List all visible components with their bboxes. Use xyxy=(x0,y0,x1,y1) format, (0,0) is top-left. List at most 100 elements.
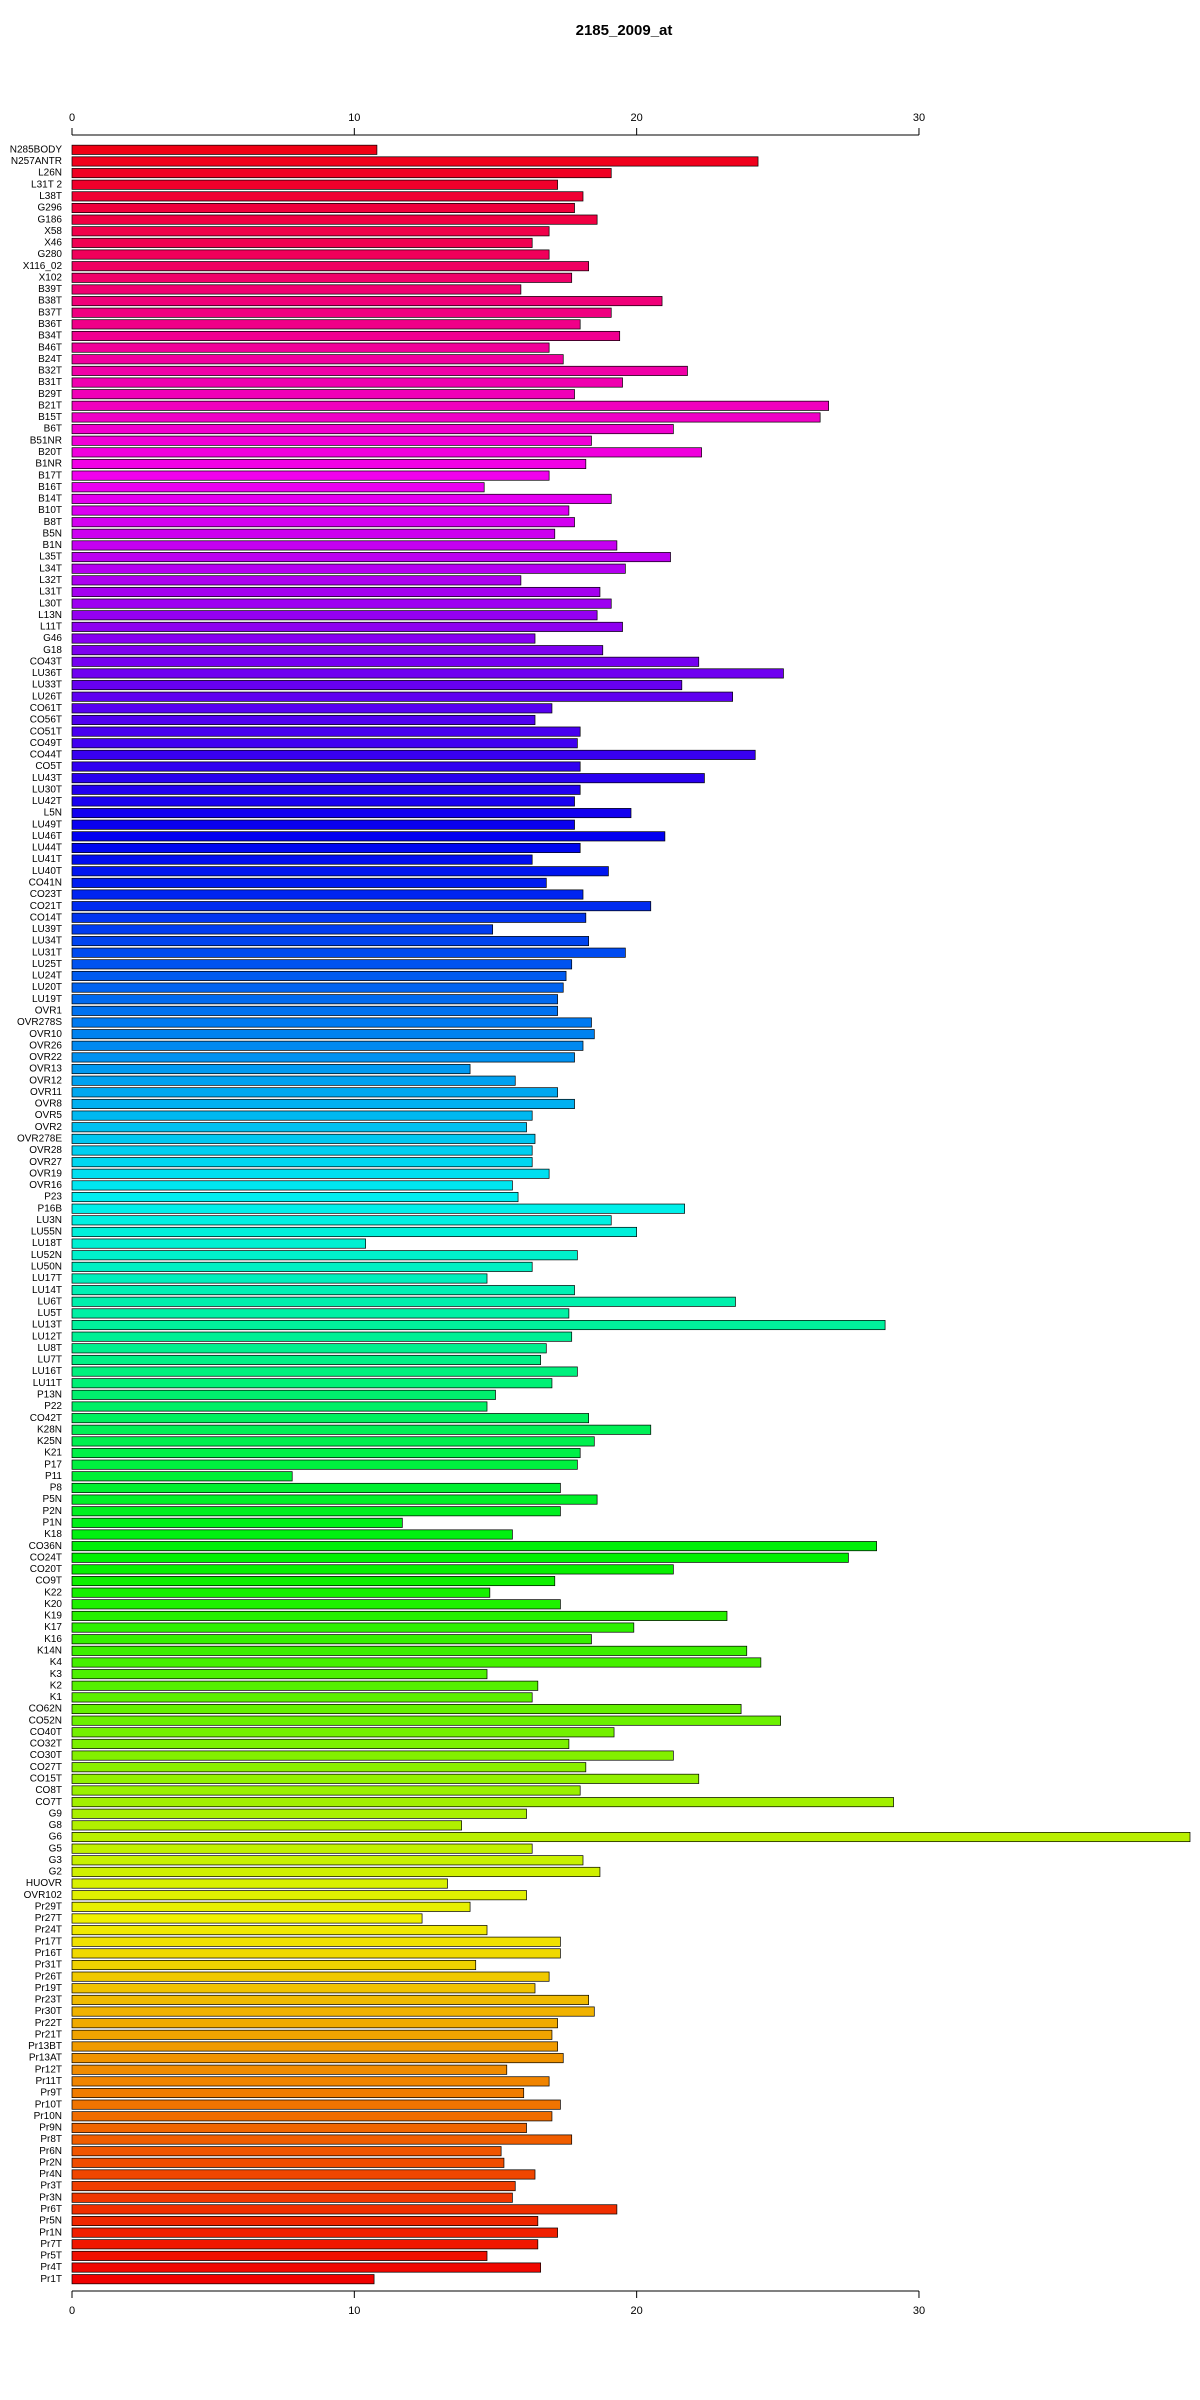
bar xyxy=(71,1936,561,1947)
bar xyxy=(71,1424,652,1435)
bar xyxy=(71,994,558,1005)
y-tick-label: L38T xyxy=(39,191,62,202)
y-tick-label: OVR5 xyxy=(35,1110,63,1121)
x-tick-label: 20 xyxy=(631,112,643,124)
y-tick-label: Pr12T xyxy=(35,2064,62,2075)
bar xyxy=(71,1645,748,1656)
bar xyxy=(71,714,536,725)
y-tick-label: LU16T xyxy=(32,1366,62,1377)
y-tick-label: K18 xyxy=(44,1529,62,1540)
bar xyxy=(71,354,564,365)
y-tick-label: LU49T xyxy=(32,819,62,830)
bar xyxy=(71,1145,533,1156)
bar xyxy=(71,2134,573,2145)
y-tick-label: CO20T xyxy=(30,1564,62,1575)
y-tick-label: OVR10 xyxy=(29,1029,62,1040)
y-tick-label: L31T xyxy=(39,587,62,598)
y-tick-label: Pr10N xyxy=(34,2111,62,2122)
bar xyxy=(71,1948,561,1959)
y-tick-label: K1 xyxy=(50,1692,63,1703)
bar xyxy=(71,1261,533,1272)
y-tick-label: B38T xyxy=(38,296,62,307)
bar xyxy=(71,412,821,423)
bar xyxy=(71,272,573,283)
y-tick-label: LU33T xyxy=(32,680,62,691)
bar xyxy=(71,738,578,749)
bar xyxy=(71,1727,615,1738)
bar xyxy=(71,1122,527,1133)
bar xyxy=(71,1890,527,1901)
bar xyxy=(71,982,564,993)
y-tick-label: K25N xyxy=(37,1436,62,1447)
y-tick-label: G280 xyxy=(38,249,63,260)
y-tick-label: LU11T xyxy=(33,1378,62,1389)
y-tick-label: K28N xyxy=(37,1424,62,1435)
y-tick-label: B6T xyxy=(44,424,62,435)
bar xyxy=(71,1296,736,1307)
y-tick-label: Pr3T xyxy=(40,2181,62,2192)
y-tick-label: CO44T xyxy=(30,750,62,761)
y-tick-label: OVR27 xyxy=(29,1157,62,1168)
bar xyxy=(71,2006,595,2017)
y-tick-label: Pr2N xyxy=(39,2157,62,2168)
bar xyxy=(71,947,626,958)
bar xyxy=(71,1855,584,1866)
y-tick-label: B51NR xyxy=(30,435,62,446)
y-tick-label: CO51T xyxy=(30,726,62,737)
y-tick-label: B14T xyxy=(38,494,62,505)
bar xyxy=(71,2169,536,2180)
bar xyxy=(71,1005,558,1016)
bar xyxy=(71,645,604,656)
bar xyxy=(71,1098,575,1109)
bar xyxy=(71,1168,550,1179)
bar xyxy=(71,1971,550,1982)
y-tick-label: Pr1N xyxy=(39,2227,62,2238)
bar xyxy=(71,1878,448,1889)
bar xyxy=(71,400,829,411)
bar xyxy=(71,1610,728,1621)
bar xyxy=(71,656,700,667)
y-tick-label: LU25T xyxy=(32,959,62,970)
bar xyxy=(71,1925,488,1936)
bar xyxy=(71,1960,477,1971)
bar xyxy=(71,1273,488,1284)
bar xyxy=(71,1064,471,1075)
y-tick-label: P1N xyxy=(43,1517,62,1528)
y-tick-label: CO40T xyxy=(30,1727,62,1738)
x-tick-label: 20 xyxy=(631,2305,643,2317)
bar xyxy=(71,540,618,551)
y-tick-label: L35T xyxy=(39,552,62,563)
y-tick-label: P16B xyxy=(38,1203,63,1214)
bar xyxy=(71,1250,578,1261)
y-tick-label: LU30T xyxy=(32,784,62,795)
y-tick-label: CO62N xyxy=(29,1704,62,1715)
bar xyxy=(71,924,494,935)
bar xyxy=(71,2099,561,2110)
y-tick-label: CO23T xyxy=(30,889,62,900)
y-tick-label: LU12T xyxy=(32,1331,62,1342)
bar xyxy=(71,1331,573,1342)
bar xyxy=(71,168,612,179)
y-tick-label: CO49T xyxy=(30,738,62,749)
chart-title: 2185_2009_at xyxy=(576,22,673,39)
bar xyxy=(71,563,626,574)
y-tick-label: B5N xyxy=(43,528,62,539)
y-tick-label: LU42T xyxy=(32,796,62,807)
y-tick-label: OVR22 xyxy=(29,1052,62,1063)
bar xyxy=(71,1448,581,1459)
y-tick-label: LU7T xyxy=(38,1355,62,1366)
y-tick-label: OVR8 xyxy=(35,1099,63,1110)
y-tick-label: Pr22T xyxy=(35,2018,62,2029)
bar xyxy=(71,1436,595,1447)
y-tick-label: P11 xyxy=(45,1471,62,1482)
bar xyxy=(71,2122,527,2133)
bar xyxy=(71,2088,525,2099)
bar xyxy=(71,191,584,202)
bar xyxy=(71,1692,533,1703)
bar xyxy=(71,1750,674,1761)
y-tick-label: B46T xyxy=(38,342,62,353)
bar xyxy=(71,598,612,609)
y-tick-label: B37T xyxy=(38,307,62,318)
bar xyxy=(71,2029,553,2040)
y-tick-label: OVR28 xyxy=(29,1145,62,1156)
